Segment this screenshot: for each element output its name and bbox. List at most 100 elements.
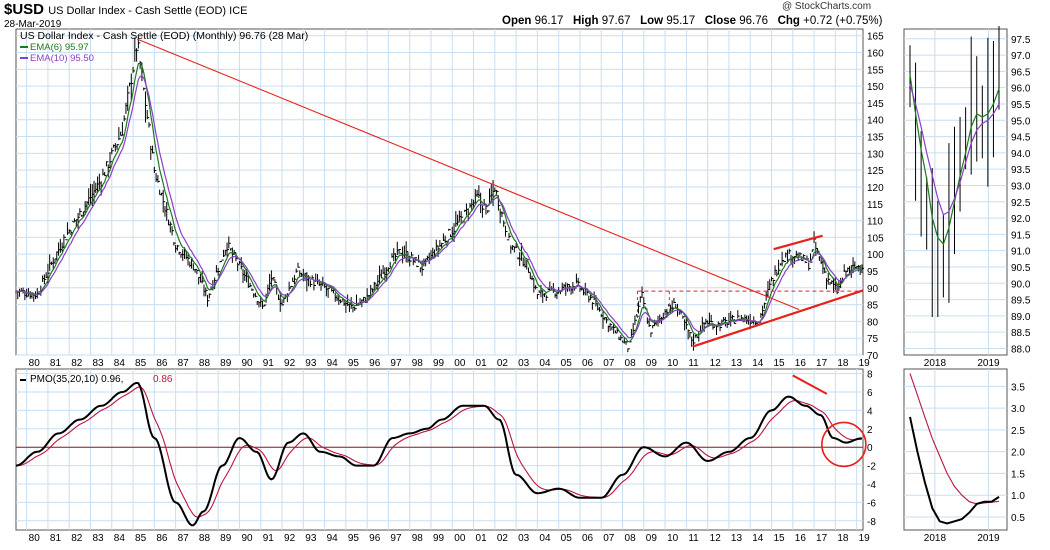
wedge-top-line [773, 234, 823, 251]
pmo-x-tick-label: 04 [539, 533, 551, 544]
pmo-x-tick-label: 94 [327, 533, 339, 544]
inset-y-tick-label: 94.0 [1011, 149, 1031, 160]
pmo-x-tick-label: 11 [688, 533, 699, 544]
inset-y-tick-label: 90.5 [1011, 263, 1031, 274]
pinset-y-tick-label: 2.0 [1011, 448, 1025, 459]
main-x-tick-label: 04 [539, 358, 551, 369]
pmo-x-tick-label: 14 [752, 533, 764, 544]
panel-main [15, 28, 864, 356]
pmo-y-tick-label: -6 [867, 498, 876, 509]
pmo-x-tick-label: 10 [667, 533, 679, 544]
inset-y-tick-label: 95.0 [1011, 116, 1031, 127]
main-y-tick-label: 150 [867, 82, 884, 93]
inset-ema6-line [909, 74, 1000, 246]
low-label: Low [640, 15, 664, 27]
main-x-tick-label: 16 [795, 358, 807, 369]
inset-y-tick-label: 96.0 [1011, 84, 1031, 95]
pmo-x-tick-label: 80 [29, 533, 41, 544]
pinset-signal-line [909, 373, 1000, 505]
inset-y-tick-label: 92.5 [1011, 198, 1031, 209]
main-x-tick-label: 87 [178, 358, 190, 369]
main-y-tick-label: 110 [867, 217, 883, 228]
main-x-tick-label: 02 [497, 358, 509, 369]
declining-trendline [137, 38, 800, 311]
main-y-tick-label: 120 [867, 183, 884, 194]
main-x-tick-label: 83 [92, 358, 104, 369]
pmo-x-tick-label: 12 [710, 533, 722, 544]
pmo-x-tick-label: 92 [284, 533, 296, 544]
pmo-divergence-line [792, 374, 828, 395]
pinset-x-tick-label: 2018 [924, 533, 947, 544]
pmo-x-tick-label: 82 [71, 533, 83, 544]
main-x-tick-label: 17 [816, 358, 828, 369]
pmo-x-tick-label: 00 [454, 533, 466, 544]
inset-y-tick-label: 88.0 [1011, 344, 1031, 355]
inset-y-tick-label: 95.5 [1011, 100, 1031, 111]
pmo-x-tick-label: 87 [178, 533, 190, 544]
main-x-tick-label: 80 [29, 358, 41, 369]
pinset-y-tick-label: 3.0 [1011, 404, 1025, 415]
pinset-x-tick-label: 2019 [977, 533, 1000, 544]
main-x-tick-label: 88 [199, 358, 211, 369]
main-x-tick-label: 08 [625, 358, 637, 369]
main-x-tick-label: 92 [284, 358, 296, 369]
panel-pmo [15, 368, 864, 531]
pmo-x-tick-label: 15 [773, 533, 785, 544]
ema10-legend-label: EMA(10) 95.50 [30, 53, 94, 64]
main-x-tick-label: 84 [114, 358, 126, 369]
pmo-x-tick-label: 06 [582, 533, 594, 544]
pmo-line [15, 381, 862, 527]
pmo-x-tick-label: 85 [135, 533, 147, 544]
close-value: 96.76 [739, 15, 768, 27]
pmo-x-tick-label: 18 [837, 533, 849, 544]
main-x-tick-label: 13 [731, 358, 743, 369]
pinset-y-tick-label: 1.5 [1011, 469, 1025, 480]
main-y-tick-label: 70 [867, 351, 879, 362]
inset-y-tick-label: 91.0 [1011, 247, 1031, 258]
pmo-x-tick-label: 08 [625, 533, 637, 544]
inset-y-tick-label: 96.5 [1011, 67, 1031, 78]
main-x-tick-label: 09 [646, 358, 658, 369]
main-x-tick-label: 14 [752, 358, 764, 369]
main-y-tick-label: 145 [867, 99, 884, 110]
main-x-tick-label: 01 [476, 358, 488, 369]
pmo-x-tick-label: 93 [305, 533, 317, 544]
main-x-tick-label: 11 [688, 358, 699, 369]
main-y-tick-label: 165 [867, 32, 884, 43]
pmo-x-tick-label: 95 [348, 533, 360, 544]
main-x-tick-label: 97 [390, 358, 402, 369]
high-value: 97.67 [601, 15, 631, 27]
pmo-signal-legend-label: 0.86 [153, 374, 173, 385]
pmo-x-tick-label: 97 [390, 533, 402, 544]
main-x-tick-label: 96 [369, 358, 381, 369]
main-x-tick-label: 10 [667, 358, 679, 369]
inset-y-tick-label: 97.5 [1011, 35, 1031, 46]
panel-pinset [903, 368, 1008, 531]
pmo-x-tick-label: 91 [263, 533, 275, 544]
pmo-x-tick-label: 88 [199, 533, 211, 544]
main-y-tick-label: 135 [867, 133, 884, 144]
main-x-tick-label: 12 [710, 358, 722, 369]
pmo-x-tick-label: 02 [497, 533, 509, 544]
main-x-tick-label: 94 [327, 358, 339, 369]
main-x-tick-label: 81 [50, 358, 62, 369]
pmo-x-tick-label: 05 [561, 533, 573, 544]
pmo-x-tick-label: 17 [816, 533, 828, 544]
pmo-y-tick-label: -2 [867, 462, 876, 473]
main-x-tick-label: 82 [71, 358, 83, 369]
main-x-tick-label: 85 [135, 358, 147, 369]
main-y-tick-label: 105 [867, 233, 884, 244]
pmo-signal-line [16, 386, 862, 518]
open-label: Open [502, 15, 532, 27]
high-label: High [572, 15, 599, 27]
pmo-x-tick-label: 13 [731, 533, 743, 544]
pmo-x-tick-label: 98 [412, 533, 424, 544]
main-x-tick-label: 98 [412, 358, 424, 369]
pmo-x-tick-label: 07 [603, 533, 615, 544]
main-y-tick-label: 140 [867, 116, 884, 127]
pmo-x-tick-label: 01 [476, 533, 488, 544]
chg-value: +0.72 (+0.75%) [803, 15, 883, 27]
pmo-y-tick-label: 0 [867, 443, 873, 454]
inset-y-tick-label: 93.5 [1011, 165, 1031, 176]
